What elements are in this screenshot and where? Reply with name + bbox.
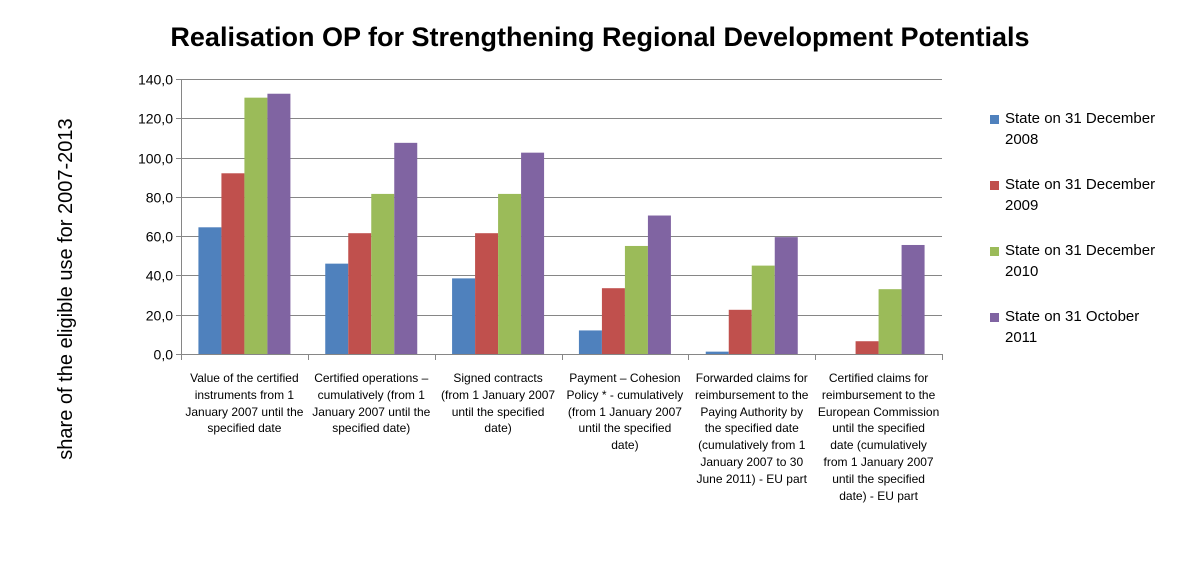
legend-label: State on 31 October 2011 bbox=[1005, 306, 1175, 348]
bar bbox=[901, 244, 925, 354]
x-tick-label-line: Signed contracts bbox=[453, 371, 543, 385]
bar bbox=[521, 152, 545, 354]
y-tick-label: 0,0 bbox=[154, 347, 174, 363]
bar bbox=[624, 245, 648, 354]
x-tick-label-line: until the specified bbox=[451, 404, 545, 419]
bar bbox=[198, 227, 222, 354]
x-tick-label-line: from 1 January 2007 bbox=[823, 454, 934, 469]
y-tick-label: 100,0 bbox=[138, 151, 173, 167]
x-tick-label-line: reimbursement to the bbox=[821, 387, 936, 402]
bar bbox=[647, 215, 671, 354]
x-tick-label-line: Value of the certified bbox=[190, 371, 299, 385]
legend-label: State on 31 December 2010 bbox=[1005, 240, 1175, 282]
x-tick-label: Forwarded claims for reimbursement to the… bbox=[689, 370, 815, 488]
x-tick-label-line: until the specified bbox=[832, 471, 925, 486]
y-tick-label: 40,0 bbox=[146, 268, 173, 284]
bar bbox=[221, 173, 245, 354]
x-tick-label-line: until the specified bbox=[578, 421, 672, 436]
x-tick-label-line: Certified claims for bbox=[828, 371, 929, 385]
legend-swatch bbox=[990, 313, 999, 322]
bar bbox=[751, 265, 775, 354]
bar bbox=[394, 142, 418, 354]
x-tick-label-line: cumulatively (from 1 bbox=[317, 387, 425, 402]
chart-title: Realisation OP for Strengthening Regiona… bbox=[170, 22, 1030, 52]
legend-swatch bbox=[990, 247, 999, 256]
x-tick-label-line: date) - EU part bbox=[839, 488, 918, 503]
legend-label-line: 2011 bbox=[1005, 329, 1038, 346]
x-tick-label-line: Certified operations – bbox=[314, 371, 429, 385]
x-tick-label-line: January 2007 until the bbox=[312, 404, 431, 419]
legend-label-line: 2008 bbox=[1005, 131, 1039, 148]
legend-swatch bbox=[990, 115, 999, 124]
legend-label-line: State on 31 December bbox=[1005, 242, 1156, 259]
y-tick-label: 80,0 bbox=[146, 190, 173, 206]
legend-label-line: State on 31 December bbox=[1005, 176, 1156, 193]
x-tick-label-line: June 2011) - EU part bbox=[696, 471, 807, 486]
x-tick-label-line: (cumulatively from 1 bbox=[698, 438, 806, 453]
x-tick-label-line: until the specified bbox=[832, 421, 925, 436]
bar bbox=[774, 237, 798, 355]
bar bbox=[878, 289, 902, 354]
y-tick-label: 20,0 bbox=[146, 308, 173, 324]
x-tick-label-line: the specified date bbox=[704, 421, 799, 436]
x-tick-label: Payment – Cohesion Policy * - cumulativel… bbox=[562, 370, 688, 454]
x-tick-label-line: specified date bbox=[207, 421, 282, 436]
bar bbox=[705, 351, 729, 354]
legend-label: State on 31 December 2008 bbox=[1005, 108, 1175, 150]
bar bbox=[348, 233, 372, 354]
x-tick-label-line: (from 1 January 2007 bbox=[567, 404, 682, 419]
bar bbox=[244, 97, 268, 354]
x-tick-label-line: European Commission bbox=[817, 404, 940, 419]
bar bbox=[475, 233, 499, 354]
x-tick-label-line: January 2007 until the bbox=[185, 404, 304, 419]
x-tick-label-line: date) bbox=[484, 421, 512, 436]
y-tick-label: 140,0 bbox=[138, 72, 173, 88]
bar bbox=[325, 263, 349, 354]
x-tick-label-line: Paying Authority by bbox=[700, 404, 804, 419]
x-tick-label-line: instruments from 1 bbox=[194, 387, 295, 402]
x-tick-label-line: date (cumulatively bbox=[830, 438, 927, 453]
legend-label: State on 31 December 2009 bbox=[1005, 174, 1175, 216]
x-tick-label-line: date) bbox=[611, 438, 639, 453]
legend-label-line: 2009 bbox=[1005, 197, 1039, 214]
y-tick-label: 120,0 bbox=[138, 111, 173, 127]
bar bbox=[728, 309, 752, 354]
x-tick-label-line: reimbursement to the bbox=[695, 387, 809, 402]
x-tick-label: Value of the certified instruments from 1… bbox=[181, 370, 307, 437]
bar bbox=[578, 330, 602, 354]
x-tick-label-line: Forwarded claims for bbox=[695, 371, 808, 385]
bar bbox=[601, 288, 625, 354]
legend-label-line: State on 31 December bbox=[1005, 110, 1156, 127]
bar bbox=[267, 93, 291, 354]
x-tick-label-line: Policy * - cumulatively bbox=[566, 387, 684, 402]
y-tick-label: 60,0 bbox=[146, 229, 173, 245]
x-tick-label-line: (from 1 January 2007 bbox=[441, 387, 556, 402]
bar bbox=[855, 341, 879, 354]
legend-swatch bbox=[990, 181, 999, 190]
legend-label-line: 2010 bbox=[1005, 263, 1039, 280]
x-tick-label: Certified operations – cumulatively (from… bbox=[308, 370, 434, 437]
legend-label-line: State on 31 October bbox=[1005, 308, 1140, 325]
x-tick-label: Certified claims for reimbursement to the… bbox=[816, 370, 942, 504]
bar bbox=[371, 193, 395, 354]
x-tick-label-line: January 2007 to 30 bbox=[700, 454, 804, 469]
bar bbox=[498, 193, 522, 354]
x-tick-label-line: Payment – Cohesion bbox=[569, 371, 681, 385]
bar bbox=[452, 278, 476, 355]
x-tick-label: Signed contracts (from 1 January 2007 unti… bbox=[435, 370, 561, 437]
x-tick-label-line: specified date) bbox=[332, 421, 411, 436]
